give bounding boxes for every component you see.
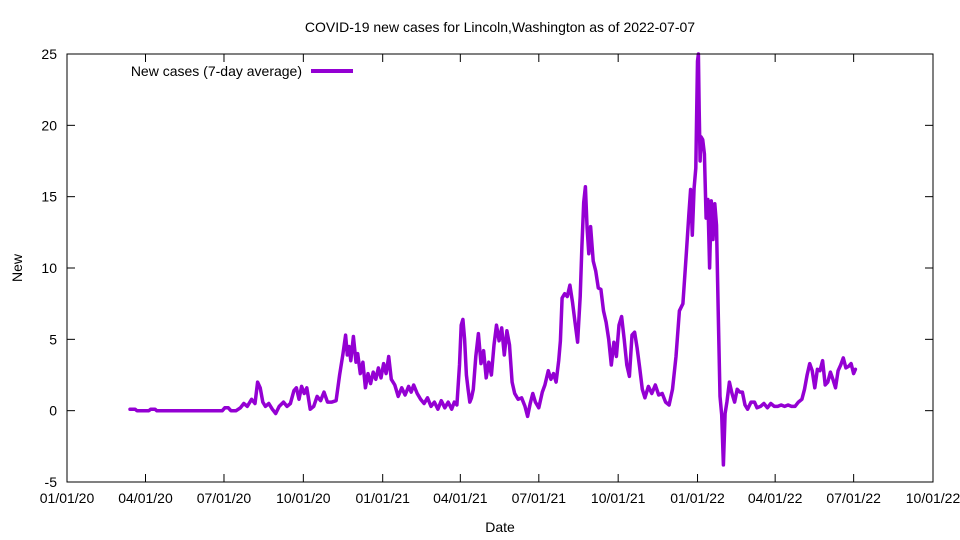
y-tick-label: -5 (45, 474, 58, 490)
legend-label: New cases (7-day average) (131, 63, 302, 79)
legend: New cases (7-day average) (131, 63, 353, 79)
x-axis-label: Date (485, 519, 515, 535)
x-tick-label: 07/01/22 (826, 490, 881, 506)
series-line (128, 52, 858, 467)
x-tick-label: 07/01/20 (197, 490, 252, 506)
plot-frame (66, 53, 934, 483)
x-tick-label: 07/01/21 (512, 490, 567, 506)
y-tick-label: 10 (41, 260, 57, 276)
x-tick-label: 01/01/20 (40, 490, 95, 506)
x-tick-label: 01/01/22 (670, 490, 725, 506)
x-tick-label: 01/01/21 (355, 490, 410, 506)
chart-title: COVID-19 new cases for Lincoln,Washingto… (305, 19, 695, 35)
x-tick-label: 10/01/22 (906, 490, 960, 506)
x-tick-label: 04/01/21 (433, 490, 488, 506)
x-tick-label: 04/01/22 (748, 490, 803, 506)
x-axis: 01/01/20 04/01/20 07/01/20 10/01/20 01/01/21… (40, 54, 960, 506)
y-tick-label: 15 (41, 189, 57, 205)
x-tick-label: 10/01/20 (276, 490, 331, 506)
y-axis: -5 0 5 10 15 20 25 (41, 46, 933, 490)
x-tick-label: 04/01/20 (118, 490, 173, 506)
y-tick-label: 5 (49, 331, 57, 347)
y-tick-label: 0 (49, 403, 57, 419)
y-tick-label: 25 (41, 46, 57, 62)
y-axis-label: New (9, 253, 25, 282)
series-layer (128, 52, 858, 467)
x-tick-label: 10/01/21 (591, 490, 646, 506)
y-tick-label: 20 (41, 117, 57, 133)
